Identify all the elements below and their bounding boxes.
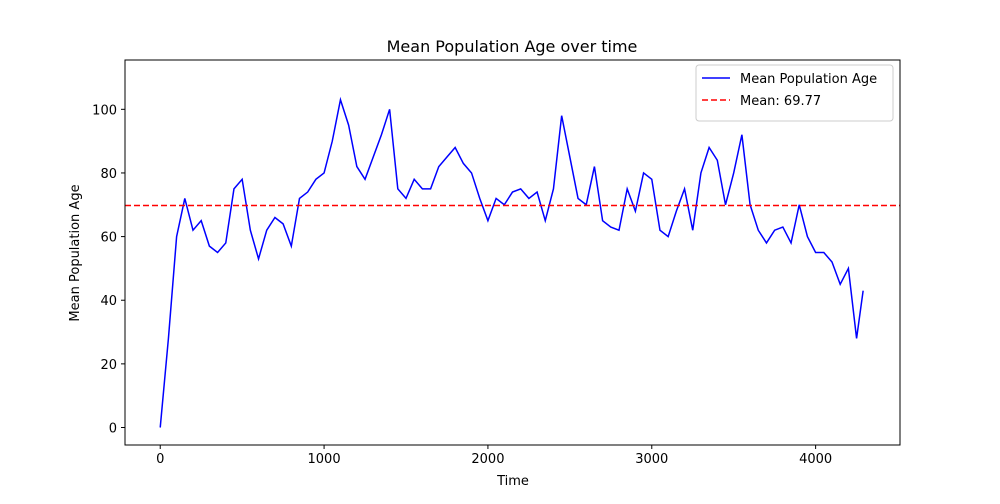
x-tick-label: 1000 xyxy=(308,452,341,467)
y-axis-label: Mean Population Age xyxy=(68,184,83,321)
legend-box xyxy=(695,64,894,122)
x-tick-label: 3000 xyxy=(635,452,668,467)
chart-title: Mean Population Age over time xyxy=(387,37,638,56)
x-tick-label: 4000 xyxy=(799,452,832,467)
y-tick-label: 0 xyxy=(109,422,117,437)
y-tick-label: 20 xyxy=(100,358,117,373)
y-tick-label: 80 xyxy=(100,167,117,182)
data-line xyxy=(159,96,864,428)
plot-frame xyxy=(124,59,901,446)
legend-label: Mean: 69.77 xyxy=(740,94,821,109)
y-tick-label: 60 xyxy=(100,231,117,246)
x-axis-label: Time xyxy=(496,474,529,489)
y-tick-label: 40 xyxy=(100,294,117,309)
legend-label: Mean Population Age xyxy=(740,72,877,87)
x-tick-label: 2000 xyxy=(471,452,504,467)
x-tick-label: 0 xyxy=(156,452,164,467)
y-tick-label: 100 xyxy=(92,103,117,118)
